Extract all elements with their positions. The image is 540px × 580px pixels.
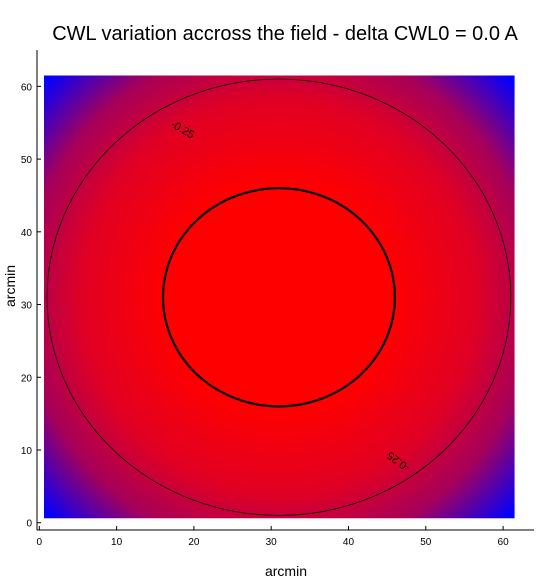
y-axis-ticks: 0 10 20 30 40 50 60 (21, 82, 41, 530)
x-tick-label: 0 (37, 537, 43, 548)
contour-line-inner (161, 187, 396, 408)
y-tick-label: 0 (26, 519, 32, 530)
y-axis-label: arcmin (2, 265, 18, 307)
x-tick-label: 10 (111, 537, 123, 548)
y-tick-label: 30 (21, 301, 33, 312)
y-tick-label: 50 (21, 155, 33, 166)
x-axis-label: arcmin (265, 563, 307, 579)
y-tick-label: 60 (21, 82, 33, 93)
chart-title: CWL variation accross the field - delta … (52, 23, 518, 45)
contour-line-outer (46, 78, 512, 516)
x-tick-label: 50 (420, 537, 432, 548)
heatmap-field (43, 75, 515, 519)
y-tick-label: 40 (21, 228, 33, 239)
x-axis-ticks: 0 10 20 30 40 50 60 (37, 526, 510, 548)
x-tick-label: 40 (343, 537, 355, 548)
x-tick-label: 60 (498, 537, 510, 548)
y-tick-label: 10 (21, 446, 33, 457)
plot-area: -0.25-0.25 (43, 75, 515, 519)
y-tick-label: 20 (21, 373, 33, 384)
heatmap-layer (43, 75, 515, 519)
x-tick-label: 20 (188, 537, 200, 548)
x-tick-label: 30 (266, 537, 278, 548)
